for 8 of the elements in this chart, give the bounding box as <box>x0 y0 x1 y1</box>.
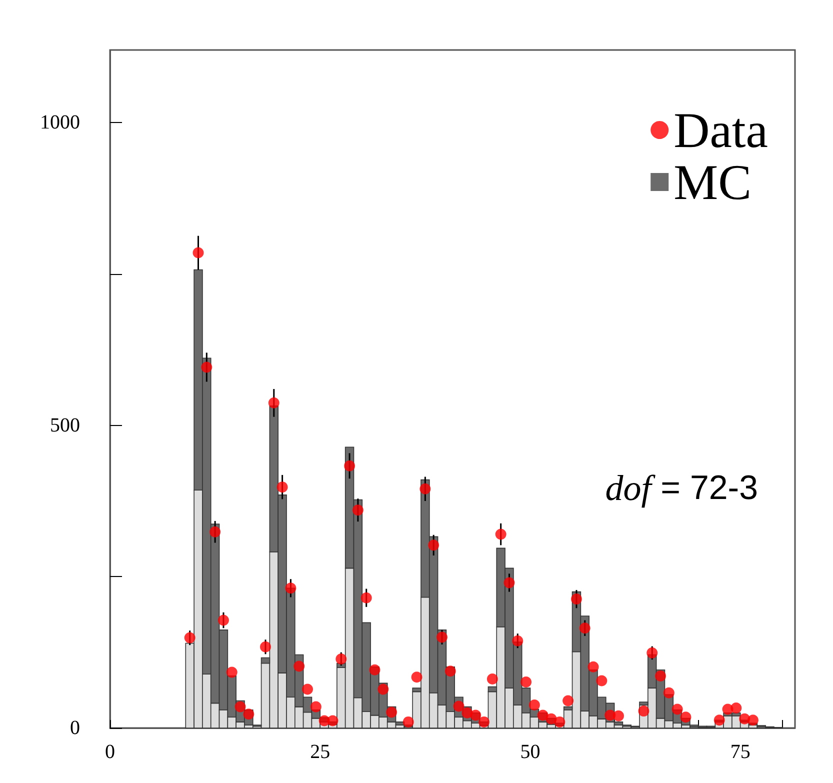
x-tick-label: 25 <box>310 741 330 763</box>
x-tick-label: 50 <box>520 741 540 763</box>
y-tick-label: 1000 <box>40 112 80 134</box>
y-tick-label: 0 <box>70 717 80 739</box>
annotation: dof = 72-3 <box>605 468 758 508</box>
x-tick-label: 75 <box>730 741 750 763</box>
x-tick-label: 0 <box>105 741 115 763</box>
y-tick-label: 500 <box>50 414 80 436</box>
